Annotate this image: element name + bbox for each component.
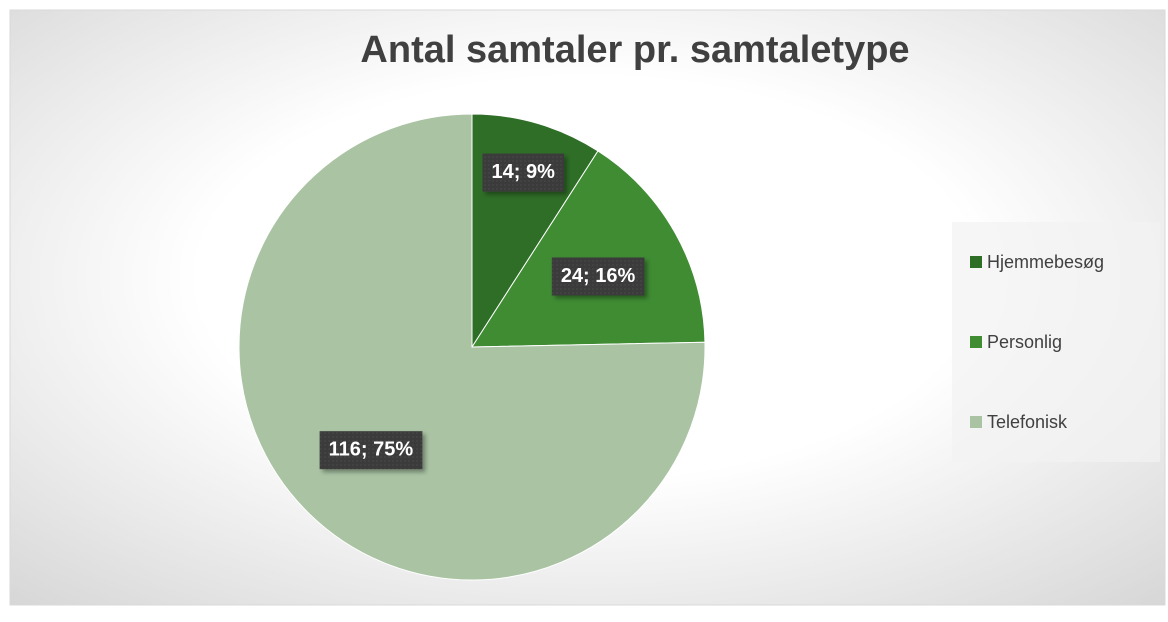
data-label-box bbox=[551, 257, 645, 296]
data-label: 24; 16% bbox=[551, 257, 645, 296]
legend-swatch bbox=[970, 336, 982, 348]
data-label-text: 116; 75% bbox=[329, 438, 414, 460]
legend-swatch bbox=[970, 256, 982, 268]
data-label-text: 14; 9% bbox=[492, 161, 556, 183]
pie-slice bbox=[471, 150, 706, 348]
data-label: 14; 9% bbox=[482, 153, 565, 192]
data-label-box bbox=[319, 431, 423, 470]
chart-title: Antal samtaler pr. samtaletype bbox=[360, 29, 909, 71]
legend-box bbox=[952, 222, 1160, 462]
data-label-box bbox=[482, 153, 565, 192]
legend-text: Telefonisk bbox=[987, 412, 1068, 432]
data-label-text: 24; 16% bbox=[561, 265, 636, 287]
data-label: 116; 75% bbox=[319, 431, 423, 470]
legend-text: Hjemmebesøg bbox=[987, 252, 1104, 272]
legend-swatch bbox=[970, 416, 982, 428]
legend-text: Personlig bbox=[987, 332, 1062, 352]
